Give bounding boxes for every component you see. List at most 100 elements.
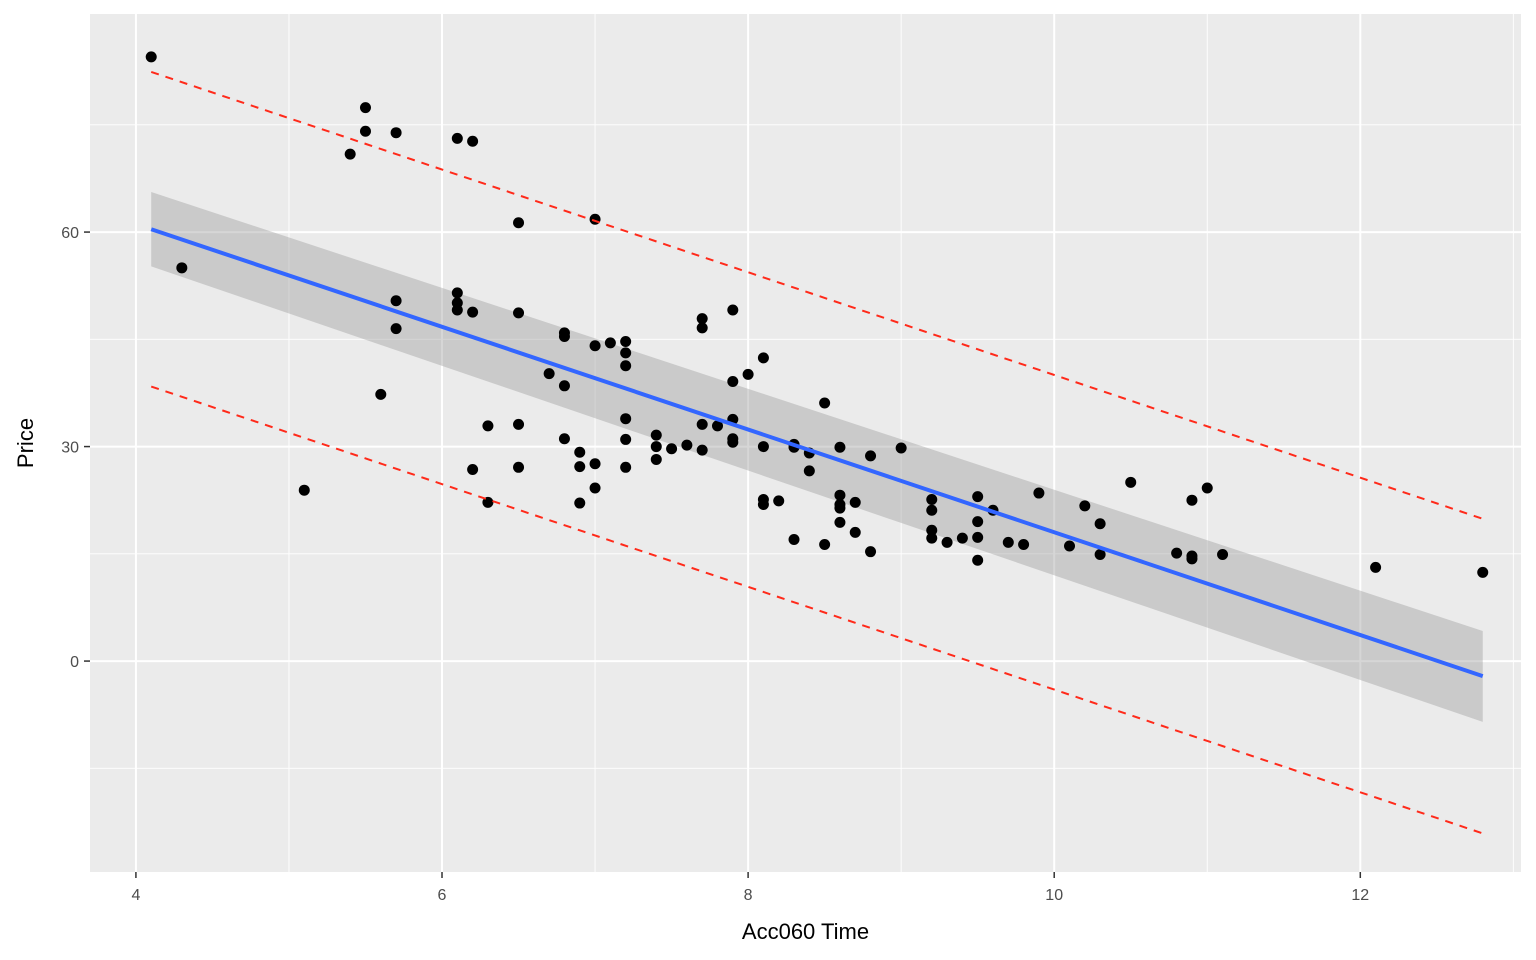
data-point <box>757 441 769 453</box>
data-point <box>451 304 463 316</box>
data-point <box>176 262 188 274</box>
data-point <box>1018 539 1030 551</box>
data-point <box>972 516 984 528</box>
data-point <box>757 352 769 364</box>
data-point <box>727 436 739 448</box>
data-point <box>865 546 877 558</box>
data-point <box>451 287 463 299</box>
data-point <box>972 531 984 543</box>
data-point <box>558 380 570 392</box>
regression-line <box>150 227 1484 678</box>
data-point <box>390 127 402 139</box>
data-point <box>834 502 846 514</box>
data-point <box>375 388 387 400</box>
data-point <box>834 441 846 453</box>
data-point <box>298 484 310 496</box>
data-point <box>589 340 601 352</box>
data-point <box>742 368 754 380</box>
data-point <box>803 465 815 477</box>
data-point <box>390 323 402 335</box>
data-point <box>788 534 800 546</box>
data-point <box>513 461 525 473</box>
data-point <box>819 397 831 409</box>
data-point <box>513 307 525 319</box>
x-tick-label: 6 <box>438 887 447 904</box>
data-point <box>1033 487 1045 499</box>
x-axis-title: Acc060 Time <box>742 919 869 944</box>
x-tick-label: 10 <box>1045 887 1063 904</box>
data-point <box>558 330 570 342</box>
data-point <box>574 446 586 458</box>
y-axis-ticks: 0 30 60 <box>61 225 90 671</box>
data-point <box>865 450 877 462</box>
data-point <box>926 524 938 536</box>
data-point <box>513 217 525 229</box>
data-point <box>145 51 157 63</box>
data-point <box>1370 561 1382 573</box>
data-point <box>849 496 861 508</box>
x-tick-label: 4 <box>131 887 140 904</box>
data-point <box>834 489 846 501</box>
data-point <box>956 532 968 544</box>
data-point <box>390 295 402 307</box>
x-tick-label: 8 <box>744 887 753 904</box>
y-tick-label: 60 <box>61 225 79 242</box>
data-point <box>1079 500 1091 512</box>
confidence-band <box>151 192 1483 722</box>
data-point <box>574 497 586 509</box>
data-point <box>941 536 953 548</box>
data-point <box>696 418 708 430</box>
data-point <box>467 135 479 147</box>
data-point <box>604 337 616 349</box>
data-point <box>620 461 632 473</box>
data-point <box>543 368 555 380</box>
y-tick-label: 0 <box>70 654 79 671</box>
data-point <box>1201 482 1213 494</box>
x-axis-ticks: 4 6 8 10 12 <box>131 872 1369 904</box>
prediction-interval-lower-line <box>150 385 1484 835</box>
data-point <box>926 493 938 505</box>
data-point <box>696 322 708 334</box>
data-point <box>1171 547 1183 559</box>
data-point <box>1217 549 1229 561</box>
plot-panel <box>90 14 1521 872</box>
data-point <box>620 360 632 372</box>
data-point <box>1186 494 1198 506</box>
data-point <box>834 516 846 528</box>
data-point <box>696 444 708 456</box>
data-point <box>711 420 723 432</box>
data-point <box>926 504 938 516</box>
data-point <box>926 532 938 544</box>
x-tick-label: 12 <box>1351 887 1369 904</box>
data-point <box>467 463 479 475</box>
data-point <box>451 132 463 144</box>
data-point <box>972 491 984 503</box>
data-point <box>666 443 678 455</box>
data-point <box>1477 566 1489 578</box>
data-point <box>757 498 769 510</box>
y-tick-label: 30 <box>61 440 79 457</box>
data-point <box>1002 536 1014 548</box>
data-point <box>574 461 586 473</box>
data-point <box>359 125 371 137</box>
data-point <box>650 441 662 453</box>
data-point <box>773 495 785 507</box>
data-point <box>1186 553 1198 565</box>
data-point <box>727 304 739 316</box>
data-point <box>681 439 693 451</box>
prediction-interval-upper-line <box>150 70 1484 520</box>
data-point <box>650 453 662 465</box>
data-points <box>145 51 1489 578</box>
data-point <box>589 482 601 494</box>
data-point <box>589 458 601 470</box>
data-point <box>1094 518 1106 530</box>
data-point <box>620 433 632 445</box>
data-point <box>513 418 525 430</box>
data-point <box>650 429 662 441</box>
data-point <box>467 306 479 318</box>
data-point <box>620 347 632 359</box>
data-point <box>620 335 632 347</box>
data-point <box>359 102 371 114</box>
data-point <box>819 539 831 551</box>
